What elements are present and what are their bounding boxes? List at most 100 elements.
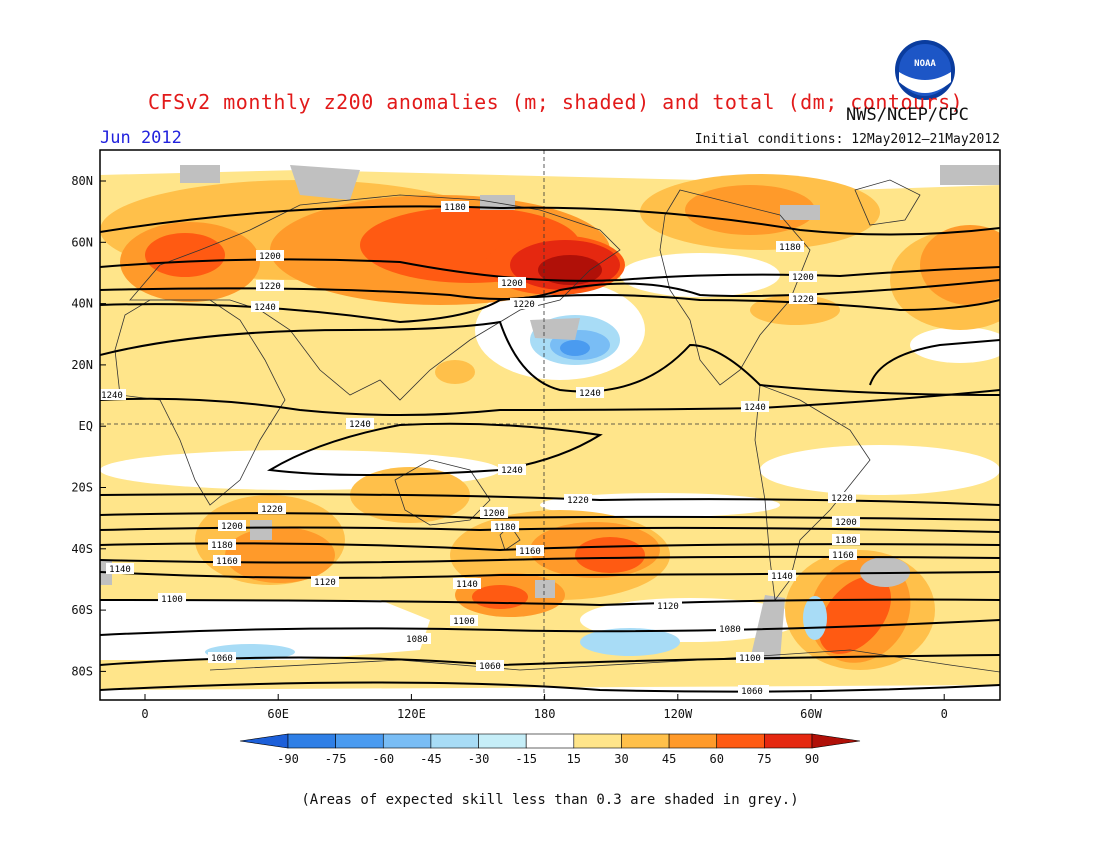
contour-label-bg bbox=[346, 418, 374, 429]
contour-label: 1240 bbox=[101, 391, 123, 401]
contour-label-bg bbox=[251, 301, 279, 312]
lat-label: 80S bbox=[71, 664, 93, 678]
contour-label: 1160 bbox=[519, 547, 541, 557]
contour-label: 1220 bbox=[792, 295, 814, 305]
contour-label: 1240 bbox=[501, 466, 523, 476]
legend-swatch bbox=[668, 733, 718, 749]
lat-label: 60N bbox=[71, 235, 93, 249]
contour-label: 1180 bbox=[779, 243, 801, 253]
contour-label-bg bbox=[258, 503, 286, 514]
contour-label: 1200 bbox=[259, 252, 281, 262]
svg-text:NOAA: NOAA bbox=[914, 59, 936, 69]
contour-label-bg bbox=[480, 507, 508, 518]
contour-label-bg bbox=[789, 293, 817, 304]
contour-label: 1200 bbox=[221, 522, 243, 532]
contour-label-bg bbox=[106, 563, 134, 574]
legend-value: -15 bbox=[515, 752, 537, 766]
contour-label-bg bbox=[450, 615, 478, 626]
lon-label: 180 bbox=[534, 707, 556, 721]
contour-labels: 1180 1200 1220 1240 1200 1220 1180 1200 1220 1240… bbox=[98, 201, 860, 697]
latitude-labels: 80N 60N 40N 20N EQ 20S 40S 60S 80S bbox=[71, 174, 106, 678]
contour-label: 1240 bbox=[579, 389, 601, 399]
initial-conditions: Initial conditions: 12May2012–21May2012 bbox=[694, 132, 1000, 147]
contour-label: 1240 bbox=[254, 303, 276, 313]
contour-label-bg bbox=[829, 549, 857, 560]
noaa-logo: NOAA bbox=[895, 40, 955, 100]
contour-label-bg bbox=[576, 387, 604, 398]
contour-label-bg bbox=[311, 576, 339, 587]
legend-swatch bbox=[430, 733, 479, 749]
contour-label-bg bbox=[789, 271, 817, 282]
contour-label: 1180 bbox=[211, 541, 233, 551]
contour-label-bg bbox=[208, 652, 236, 663]
shaded-anomaly-field bbox=[100, 150, 1000, 700]
lat-label: 40N bbox=[71, 297, 93, 311]
contour-label-bg bbox=[498, 464, 526, 475]
legend-swatch bbox=[621, 733, 670, 749]
contour-label: 1060 bbox=[211, 654, 233, 664]
lat-label: 20N bbox=[71, 358, 93, 372]
contour-label-bg bbox=[256, 250, 284, 261]
contour-label-bg bbox=[736, 652, 764, 663]
contour-label: 1180 bbox=[494, 523, 516, 533]
contour-label-bg bbox=[716, 623, 744, 634]
contour-label: 1220 bbox=[261, 505, 283, 515]
contour-label: 1060 bbox=[479, 662, 501, 672]
contour-label: 1120 bbox=[657, 602, 679, 612]
contour-label: 1180 bbox=[835, 536, 857, 546]
lat-label: 60S bbox=[71, 603, 93, 617]
legend-value: -75 bbox=[325, 752, 347, 766]
legend-swatch bbox=[478, 733, 527, 749]
legend-value: 30 bbox=[614, 752, 628, 766]
contour-label: 1160 bbox=[216, 557, 238, 567]
contour-label: 1140 bbox=[771, 572, 793, 582]
contour-label-bg bbox=[476, 660, 504, 671]
legend-value: 75 bbox=[757, 752, 771, 766]
contour-label: 1220 bbox=[513, 300, 535, 310]
contour-label-bg bbox=[832, 534, 860, 545]
contour-label: 1100 bbox=[453, 617, 475, 627]
legend-value: -45 bbox=[420, 752, 442, 766]
legend-arrow-high bbox=[811, 733, 861, 749]
lat-label: EQ bbox=[79, 419, 93, 433]
contour-label: 1100 bbox=[161, 595, 183, 605]
contour-label: 1160 bbox=[832, 551, 854, 561]
contour-label-bg bbox=[208, 539, 236, 550]
legend-swatch bbox=[573, 733, 622, 749]
contour-label: 1060 bbox=[741, 687, 763, 697]
lon-label: 120W bbox=[663, 707, 693, 721]
legend-swatch bbox=[287, 733, 336, 749]
skill-footnote: (Areas of expected skill less than 0.3 a… bbox=[301, 792, 799, 808]
graticule bbox=[100, 150, 1000, 700]
contour-label: 1180 bbox=[444, 203, 466, 213]
contour-label: 1080 bbox=[719, 625, 741, 635]
contour-label: 1200 bbox=[483, 509, 505, 519]
contour-label-bg bbox=[213, 555, 241, 566]
lat-label: 80N bbox=[71, 174, 93, 188]
legend-swatch bbox=[335, 733, 384, 749]
lon-label: 0 bbox=[941, 707, 948, 721]
contour-label-bg bbox=[403, 633, 431, 644]
legend-value: 45 bbox=[662, 752, 676, 766]
legend-arrow-low bbox=[239, 733, 289, 749]
contour-label: 1220 bbox=[259, 282, 281, 292]
contour-label-bg bbox=[654, 600, 682, 611]
contour-label-bg bbox=[828, 492, 856, 503]
contour-label: 1240 bbox=[744, 403, 766, 413]
contour-label-bg bbox=[741, 401, 769, 412]
contour-label: 1200 bbox=[792, 273, 814, 283]
contour-label-bg bbox=[158, 593, 186, 604]
contour-label-bg bbox=[510, 298, 538, 309]
contour-label-bg bbox=[776, 241, 804, 252]
legend-swatch bbox=[525, 733, 575, 749]
contour-label: 1200 bbox=[501, 279, 523, 289]
legend-value: 15 bbox=[567, 752, 581, 766]
contour-label-bg bbox=[498, 277, 526, 288]
contour-label: 1140 bbox=[109, 565, 131, 575]
contour-label: 1220 bbox=[567, 496, 589, 506]
legend-value: -90 bbox=[277, 752, 299, 766]
contour-label: 1080 bbox=[406, 635, 428, 645]
lon-label: 60E bbox=[267, 707, 289, 721]
lat-label: 20S bbox=[71, 481, 93, 495]
